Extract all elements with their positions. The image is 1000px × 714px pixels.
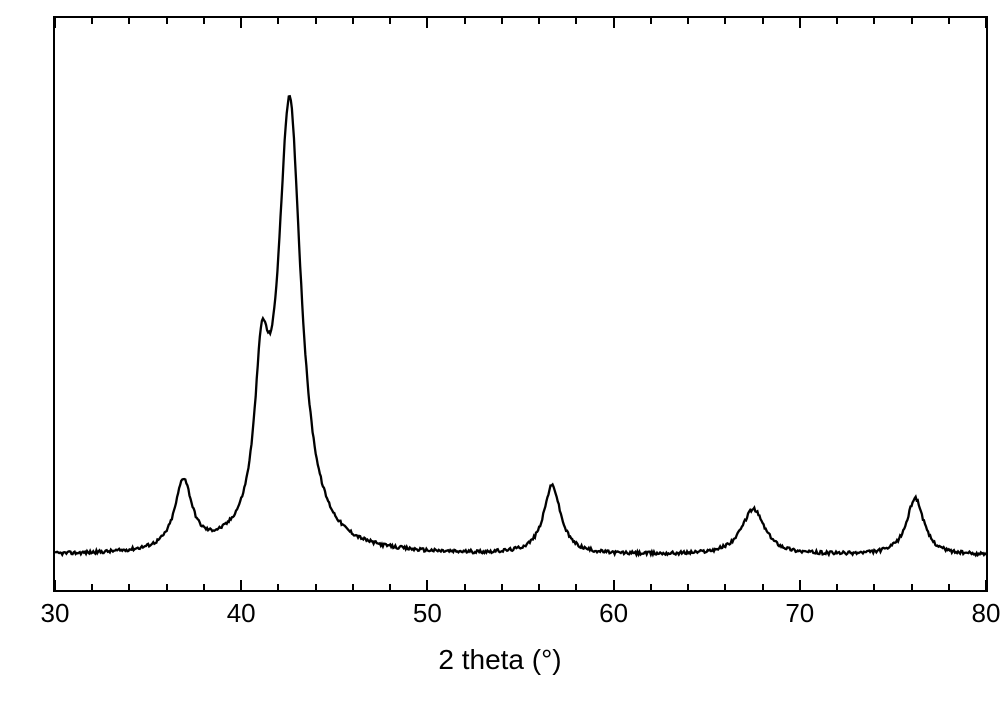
x-tick-minor [538, 584, 540, 590]
x-tick-minor-top [277, 18, 279, 24]
x-tick-minor-top [464, 18, 466, 24]
x-tick-label: 60 [599, 598, 628, 629]
x-tick-minor [575, 584, 577, 590]
xrd-series [55, 96, 986, 555]
x-tick-minor [762, 584, 764, 590]
x-tick-minor-top [650, 18, 652, 24]
x-tick-minor-top [128, 18, 130, 24]
x-tick-minor [948, 584, 950, 590]
x-tick-minor-top [538, 18, 540, 24]
x-tick-minor-top [91, 18, 93, 24]
x-tick-major [240, 580, 242, 590]
x-tick-major-top [240, 18, 242, 28]
x-tick-major [799, 580, 801, 590]
x-tick-minor [687, 584, 689, 590]
x-tick-minor [724, 584, 726, 590]
x-tick-minor [203, 584, 205, 590]
x-tick-minor [501, 584, 503, 590]
x-tick-minor-top [948, 18, 950, 24]
x-tick-major-top [613, 18, 615, 28]
x-tick-minor [464, 584, 466, 590]
x-tick-minor-top [315, 18, 317, 24]
x-tick-minor-top [873, 18, 875, 24]
x-tick-major [426, 580, 428, 590]
x-tick-minor [873, 584, 875, 590]
x-tick-minor [836, 584, 838, 590]
x-tick-minor-top [203, 18, 205, 24]
x-tick-minor-top [575, 18, 577, 24]
x-tick-major-top [426, 18, 428, 28]
x-axis-label-text: 2 theta (°) [438, 644, 561, 675]
x-tick-label: 40 [227, 598, 256, 629]
x-tick-minor-top [389, 18, 391, 24]
x-tick-minor [166, 584, 168, 590]
x-tick-major-top [54, 18, 56, 28]
x-tick-major [54, 580, 56, 590]
x-tick-minor [315, 584, 317, 590]
x-tick-minor-top [762, 18, 764, 24]
xrd-figure: 2 theta (°) 30 40 50 60 70 80 [0, 0, 1000, 714]
x-tick-minor-top [724, 18, 726, 24]
x-tick-minor-top [687, 18, 689, 24]
x-tick-major-top [799, 18, 801, 28]
x-tick-minor-top [501, 18, 503, 24]
x-tick-major [613, 580, 615, 590]
xrd-pattern-svg [55, 18, 986, 590]
x-tick-major [985, 580, 987, 590]
x-tick-label: 30 [41, 598, 70, 629]
x-tick-minor [650, 584, 652, 590]
x-tick-label: 80 [972, 598, 1000, 629]
x-axis-label: 2 theta (°) [438, 644, 561, 676]
x-tick-minor-top [911, 18, 913, 24]
x-tick-minor-top [166, 18, 168, 24]
x-tick-label: 50 [413, 598, 442, 629]
x-tick-minor [389, 584, 391, 590]
x-tick-label: 70 [785, 598, 814, 629]
x-tick-minor-top [352, 18, 354, 24]
x-tick-minor [911, 584, 913, 590]
x-tick-minor [352, 584, 354, 590]
x-tick-minor [277, 584, 279, 590]
x-tick-minor-top [836, 18, 838, 24]
x-tick-minor [128, 584, 130, 590]
x-tick-major-top [985, 18, 987, 28]
x-tick-minor [91, 584, 93, 590]
